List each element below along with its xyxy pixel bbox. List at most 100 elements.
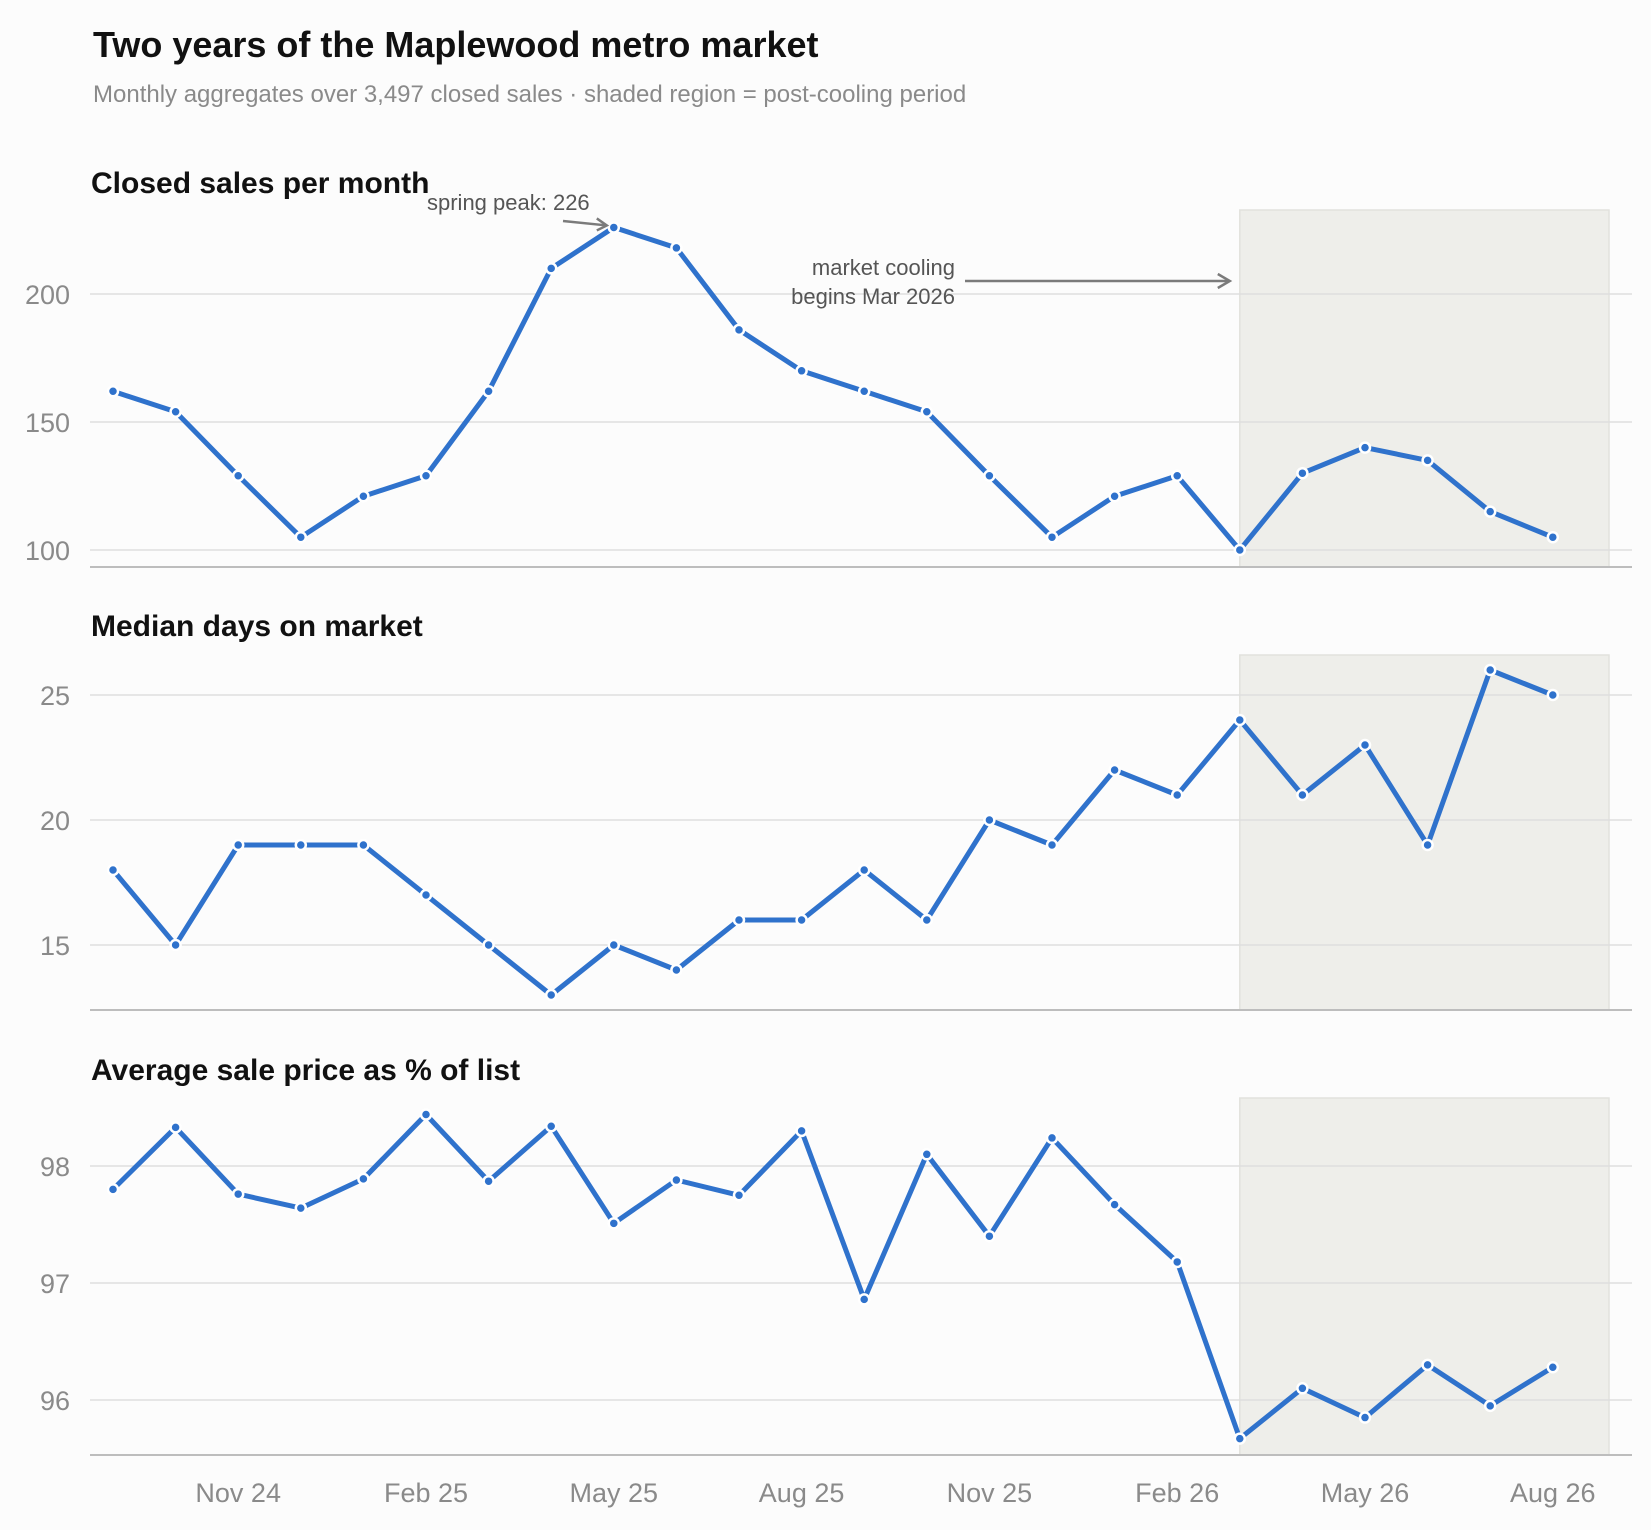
y-tick-label: 97 xyxy=(40,1269,70,1299)
data-point xyxy=(1296,466,1309,480)
data-point xyxy=(482,938,495,952)
data-point xyxy=(169,938,182,952)
data-point xyxy=(607,938,621,952)
post-cooling-shaded-region xyxy=(1239,1097,1610,1456)
data-point xyxy=(1108,1198,1121,1211)
series-line xyxy=(110,224,1556,553)
data-point xyxy=(670,963,683,977)
post-cooling-shaded-region xyxy=(1239,654,1610,1011)
x-tick-label: Aug 25 xyxy=(759,1478,845,1508)
x-tick-label: Nov 24 xyxy=(195,1478,281,1508)
data-point xyxy=(1296,1382,1309,1395)
panel-title: Closed sales per month xyxy=(91,167,429,200)
data-point xyxy=(1233,543,1247,557)
data-point xyxy=(795,364,808,378)
data-point xyxy=(857,1293,871,1306)
panel-title: Average sale price as % of list xyxy=(91,1054,520,1087)
data-point xyxy=(1483,663,1497,677)
y-tick-label: 15 xyxy=(40,931,70,961)
peak-annotation: spring peak: 226 xyxy=(427,190,590,215)
data-point xyxy=(482,385,495,398)
panel-2: 15 20 25 Median days on market xyxy=(40,610,1632,1011)
x-tick-label: May 26 xyxy=(1321,1478,1410,1508)
x-tick-label: Feb 25 xyxy=(384,1478,468,1508)
x-axis: Nov 24 Feb 25 May 25 Aug 25 Nov 25 Feb 26 May … xyxy=(195,1478,1595,1508)
data-point xyxy=(607,1217,621,1230)
data-point xyxy=(1358,1411,1372,1424)
data-point xyxy=(1546,688,1560,702)
data-point xyxy=(607,221,621,234)
data-point xyxy=(1170,788,1184,802)
data-point xyxy=(544,262,558,275)
y-tick-label: 25 xyxy=(40,681,70,711)
data-point xyxy=(1233,1432,1247,1445)
data-point xyxy=(357,489,370,503)
data-point xyxy=(983,1229,996,1243)
data-point xyxy=(106,863,120,877)
series-line xyxy=(110,667,1556,998)
figure-title: Two years of the Maplewood metro market xyxy=(93,24,818,65)
x-tick-label: Nov 25 xyxy=(947,1478,1033,1508)
data-point xyxy=(1358,738,1372,752)
data-point xyxy=(169,1121,182,1134)
data-point xyxy=(920,913,934,927)
data-point xyxy=(983,469,996,483)
data-point xyxy=(920,1148,934,1161)
x-tick-label: Feb 26 xyxy=(1135,1478,1219,1508)
data-point xyxy=(544,988,558,1002)
data-point xyxy=(983,813,996,827)
data-point xyxy=(106,1183,120,1196)
data-point xyxy=(732,323,746,337)
data-point xyxy=(732,1189,746,1202)
panel-3: 96 97 98 Average sale price as % of list xyxy=(40,1054,1632,1456)
data-point xyxy=(544,1119,558,1133)
data-point xyxy=(670,1173,683,1187)
data-point xyxy=(106,385,120,398)
data-point xyxy=(419,469,433,483)
data-point xyxy=(231,1187,245,1201)
series-line xyxy=(110,1112,1556,1442)
data-point xyxy=(231,469,245,483)
data-point xyxy=(1421,1358,1434,1372)
y-tick-label: 100 xyxy=(25,536,70,566)
y-tick-label: 96 xyxy=(40,1386,70,1416)
data-point xyxy=(1233,713,1247,727)
data-point xyxy=(294,838,308,852)
data-point xyxy=(482,1174,495,1188)
y-tick-label: 98 xyxy=(40,1152,70,1182)
y-tick-label: 20 xyxy=(40,806,70,836)
peak-annotation-arrowhead xyxy=(596,217,610,232)
data-point xyxy=(1546,1360,1560,1374)
data-point xyxy=(1108,489,1121,503)
x-tick-label: Aug 26 xyxy=(1510,1478,1596,1508)
data-point xyxy=(1045,530,1059,544)
data-point xyxy=(732,913,746,927)
data-point xyxy=(1108,763,1121,777)
data-point xyxy=(357,838,370,852)
data-point xyxy=(857,863,871,877)
data-point xyxy=(1421,454,1434,467)
data-point xyxy=(1421,838,1434,852)
data-point xyxy=(670,241,683,255)
data-point xyxy=(357,1172,370,1186)
data-point xyxy=(294,1201,308,1215)
data-point xyxy=(1170,469,1184,483)
data-point xyxy=(419,1108,433,1121)
data-point xyxy=(1483,1399,1497,1413)
data-point xyxy=(169,405,182,419)
data-point xyxy=(1358,441,1372,454)
panel-title: Median days on market xyxy=(91,610,423,643)
data-point xyxy=(294,530,308,544)
data-point xyxy=(1170,1255,1184,1269)
data-point xyxy=(1045,1131,1059,1145)
data-point xyxy=(857,385,871,398)
data-point xyxy=(1483,505,1497,518)
figure-subtitle: Monthly aggregates over 3,497 closed sal… xyxy=(93,81,966,108)
data-point xyxy=(1045,838,1059,852)
y-tick-label: 200 xyxy=(25,280,70,310)
peak-annotation-arrow xyxy=(562,219,607,227)
y-tick-label: 150 xyxy=(25,408,70,438)
